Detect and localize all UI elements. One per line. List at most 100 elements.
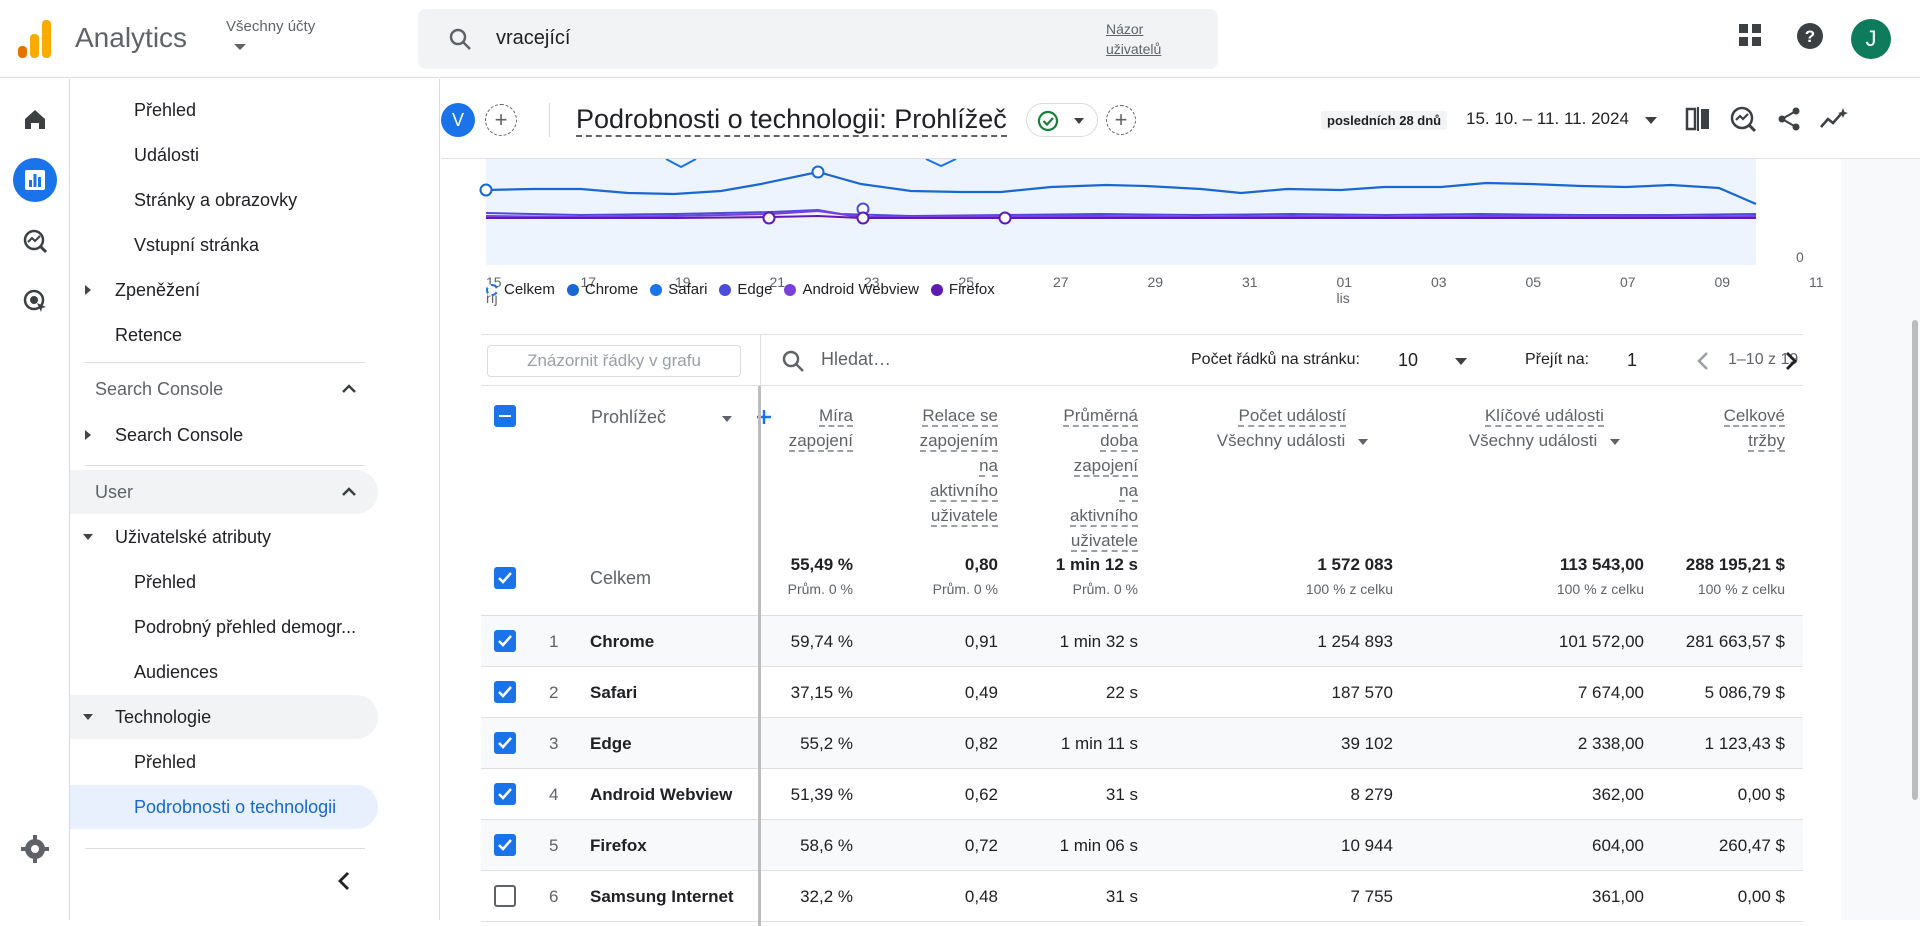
home-nav[interactable] [13, 97, 57, 141]
row-checkbox[interactable] [494, 732, 516, 754]
row-checkbox[interactable] [494, 834, 516, 856]
row-cell: 1 min 06 s [1059, 836, 1138, 855]
table-row[interactable]: 2 Safari 37,15 % 0,49 22 s 187 570 7 674,00 5 0… [481, 667, 1803, 718]
series-point-chrome-15[interactable] [479, 183, 493, 197]
user-avatar[interactable]: J [1851, 19, 1891, 59]
row-dimension-value[interactable]: Samsung Internet [590, 887, 734, 906]
collapse-nav-icon[interactable] [335, 869, 355, 893]
analytics-logo[interactable] [18, 20, 52, 58]
nav-audiences[interactable]: Audiences [134, 662, 219, 682]
dimension-dropdown-icon[interactable] [722, 416, 732, 422]
comparison-badge[interactable]: V [441, 103, 475, 137]
chevron-down-icon[interactable] [1455, 358, 1467, 365]
date-range-picker[interactable]: 15. 10. – 11. 11. 2024 [1466, 109, 1629, 128]
nav-retention[interactable]: Retence [115, 325, 183, 345]
header-avg-engagement-time[interactable]: Průměrná doba zapojení na aktivního uživ… [1063, 403, 1138, 553]
goto-page-input[interactable]: 1 [1627, 350, 1638, 370]
section-search-console[interactable]: Search Console [70, 367, 378, 411]
table-row[interactable]: 6 Samsung Internet 32,2 % 0,48 31 s 7 755 361,… [481, 871, 1803, 922]
nav-tech-details[interactable]: Podrobnosti o technologii [70, 785, 378, 829]
rows-per-page-select[interactable]: 10 [1398, 350, 1419, 370]
section-user[interactable]: User [70, 470, 378, 514]
series-point-firefox-24[interactable] [856, 211, 870, 225]
share-icon[interactable] [1775, 105, 1803, 133]
nav-technology[interactable]: Technologie [70, 695, 378, 739]
table-row[interactable]: 4 Android Webview 51,39 % 0,62 31 s 8 279 362,… [481, 769, 1803, 820]
row-dimension-value[interactable]: Firefox [590, 836, 647, 855]
header-total-revenue[interactable]: Celkové tržby [1723, 403, 1785, 453]
table-row[interactable]: 1 Chrome 59,74 % 0,91 1 min 32 s 1 254 893 101… [481, 616, 1803, 667]
account-dropdown-icon[interactable] [234, 44, 246, 50]
totals-checkbox[interactable] [494, 567, 516, 589]
help-icon[interactable]: ? [1796, 22, 1824, 50]
row-dimension-value[interactable]: Safari [590, 683, 638, 702]
legend-item-safari[interactable]: Safari [650, 281, 707, 298]
legend-item-firefox[interactable]: Firefox [930, 281, 995, 298]
plot-rows-button[interactable]: Znázornit řádky v grafu [487, 345, 741, 377]
series-point-firefox-21[interactable] [762, 211, 776, 225]
feedback-link-text[interactable]: Názor uživatelů [1106, 21, 1162, 57]
account-selector[interactable]: Všechny účty [226, 18, 316, 35]
add-dimension-icon[interactable] [754, 407, 774, 427]
legend-item-edge[interactable]: Edge [719, 281, 772, 298]
table-search-input[interactable]: Hledat… [821, 349, 892, 369]
series-point-firefox-26[interactable] [998, 211, 1012, 225]
row-checkbox[interactable] [494, 885, 516, 907]
table-row[interactable]: 3 Edge 55,2 % 0,82 1 min 11 s 39 102 2 338,00 1… [481, 718, 1803, 769]
prev-page-icon[interactable] [1695, 349, 1711, 373]
compare-icon[interactable] [1684, 105, 1712, 133]
next-page-icon[interactable] [1783, 349, 1799, 373]
advertising-nav[interactable] [13, 279, 57, 323]
chevron-down-icon [1358, 438, 1368, 445]
legend-item-android-webview[interactable]: Android Webview [784, 281, 919, 298]
apps-grid-icon[interactable] [1737, 22, 1763, 48]
feedback-link[interactable]: Názor uživatelů [1106, 19, 1186, 59]
reports-nav[interactable] [13, 158, 57, 202]
add-card-button[interactable]: + [1106, 105, 1136, 135]
row-checkbox[interactable] [494, 630, 516, 652]
chevron-down-icon[interactable] [1645, 117, 1657, 124]
row-checkbox[interactable] [494, 681, 516, 703]
nav-tech-overview[interactable]: Přehled [134, 752, 197, 772]
table-row[interactable]: 5 Firefox 58,6 % 0,72 1 min 06 s 10 944 604,00… [481, 820, 1803, 871]
row-dimension-value[interactable]: Android Webview [590, 785, 733, 804]
search-input[interactable]: vracející [496, 27, 571, 49]
row-dimension-value[interactable]: Edge [590, 734, 632, 753]
insights-icon[interactable] [1729, 105, 1757, 133]
nav-overview[interactable]: Přehled [134, 100, 197, 120]
header-line: uživatele [1070, 531, 1138, 552]
nav-monetization[interactable]: Zpeněžení [70, 268, 378, 312]
series-point-chrome-23[interactable] [811, 165, 825, 179]
row-checkbox[interactable] [494, 783, 516, 805]
x-tick-label: 31 [1242, 274, 1258, 290]
nav-events[interactable]: Události [134, 145, 200, 165]
nav-demographics-detail[interactable]: Podrobný přehled demogr... [134, 617, 357, 637]
settings-nav[interactable] [13, 827, 57, 871]
row-index: 1 [549, 632, 559, 651]
search-bar[interactable]: vracející Názor uživatelů [418, 9, 1218, 69]
series-line-chrome [485, 170, 1757, 206]
page-scrollbar[interactable] [1912, 320, 1918, 800]
legend-item-chrome[interactable]: Chrome [566, 281, 638, 298]
nav-user-overview[interactable]: Přehled [134, 572, 197, 592]
header-event-count[interactable]: Počet událostí Všechny události [1217, 403, 1368, 453]
trend-sparkle-icon[interactable] [1819, 105, 1849, 133]
report-status-dropdown[interactable] [1026, 103, 1098, 137]
dimension-header[interactable]: Prohlížeč [591, 407, 666, 428]
event-filter-select[interactable]: Všechny události [1217, 428, 1368, 453]
nav-landing-page[interactable]: Vstupní stránka [134, 235, 260, 255]
legend-item-celkem[interactable]: Celkem [486, 281, 555, 298]
header-key-events[interactable]: Klíčové události Všechny události [1469, 403, 1620, 453]
header-engagement-rate[interactable]: Míra zapojení [788, 403, 853, 453]
header-engaged-sessions-per-user[interactable]: Relace se zapojením na aktivního uživate… [919, 403, 998, 528]
nav-user-attributes[interactable]: Uživatelské atributy [70, 515, 378, 559]
date-range-preset[interactable]: posledních 28 dnů [1321, 111, 1448, 130]
nav-search-console[interactable]: Search Console [70, 413, 378, 457]
explore-nav[interactable] [13, 219, 57, 263]
add-comparison-button[interactable]: + [485, 104, 517, 136]
row-dimension-value[interactable]: Chrome [590, 632, 655, 651]
nav-pages-screens[interactable]: Stránky a obrazovky [134, 190, 298, 210]
select-all-checkbox[interactable] [494, 405, 516, 427]
key-event-filter-select[interactable]: Všechny události [1469, 428, 1620, 453]
totals-row: Celkem 55,49 % 0,80 1 min 12 s 1 572 083… [481, 541, 1803, 616]
